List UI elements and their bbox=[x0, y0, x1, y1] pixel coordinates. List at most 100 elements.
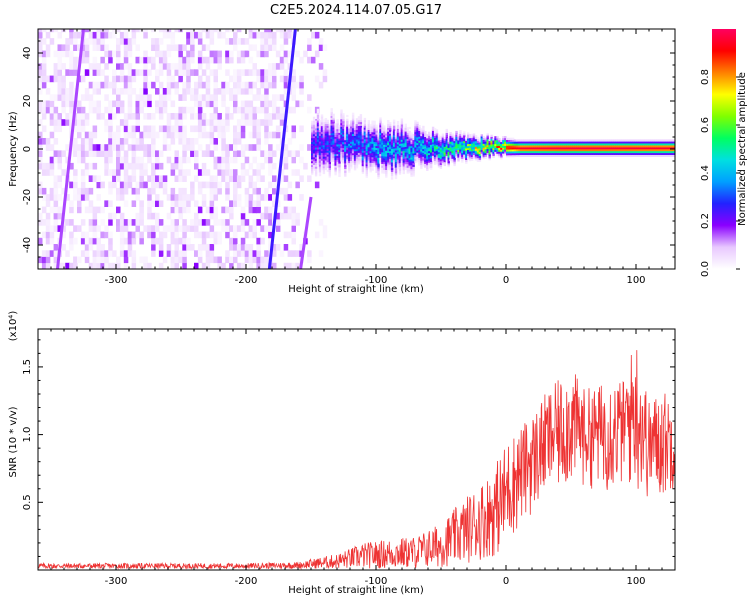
heatmap-cell bbox=[428, 133, 431, 136]
heatmap-cell bbox=[424, 154, 427, 157]
heatmap-cell bbox=[420, 149, 423, 152]
heatmap-cell bbox=[667, 147, 671, 150]
heatmap-cell bbox=[346, 136, 349, 139]
heatmap-cell bbox=[445, 155, 448, 158]
heatmap-cell bbox=[428, 141, 431, 144]
heatmap-cell bbox=[316, 131, 320, 135]
heatmap-cell bbox=[357, 129, 361, 132]
heatmap-cell bbox=[533, 150, 536, 154]
heatmap-cell bbox=[336, 155, 339, 158]
heatmap-cell bbox=[550, 149, 554, 152]
heatmap-cell bbox=[437, 148, 441, 151]
heatmap-cell bbox=[178, 200, 183, 207]
heatmap-cell bbox=[379, 138, 382, 141]
heatmap-cell bbox=[513, 147, 517, 150]
heatmap-cell bbox=[467, 136, 470, 139]
heatmap-cell bbox=[357, 120, 361, 123]
heatmap-cell bbox=[418, 144, 421, 147]
heatmap-cell bbox=[519, 149, 522, 152]
heatmap-cell bbox=[225, 113, 230, 120]
heatmap-cell bbox=[480, 136, 483, 139]
heatmap-cell bbox=[589, 143, 593, 146]
heatmap-cell bbox=[361, 150, 365, 153]
heatmap-cell bbox=[543, 139, 546, 142]
heatmap-cell bbox=[299, 144, 304, 151]
heatmap-cell bbox=[194, 262, 199, 269]
heatmap-cell bbox=[170, 44, 176, 51]
heatmap-cell bbox=[328, 154, 331, 157]
heatmap-cell bbox=[340, 144, 343, 147]
heatmap-cell bbox=[357, 160, 361, 163]
heatmap-cell bbox=[178, 44, 183, 51]
heatmap-cell bbox=[609, 149, 612, 152]
heatmap-cell bbox=[377, 167, 380, 170]
heatmap-cell bbox=[400, 147, 404, 150]
heatmap-cell bbox=[336, 142, 339, 145]
heatmap-cell bbox=[476, 144, 480, 147]
heatmap-cell bbox=[470, 141, 474, 144]
heatmap-cell bbox=[418, 157, 421, 160]
heatmap-cell bbox=[342, 143, 345, 147]
heatmap-cell bbox=[455, 153, 458, 157]
heatmap-cell bbox=[467, 155, 470, 158]
heatmap-cell bbox=[53, 106, 59, 114]
heatmap-cell bbox=[580, 147, 583, 150]
heatmap-cell bbox=[73, 187, 78, 195]
heatmap-cell bbox=[480, 151, 483, 154]
heatmap-cell bbox=[426, 134, 429, 137]
heatmap-cell bbox=[139, 88, 144, 95]
heatmap-cell bbox=[38, 119, 43, 126]
heatmap-cell bbox=[373, 138, 376, 141]
heatmap-cell bbox=[233, 88, 238, 95]
heatmap-cell bbox=[197, 231, 203, 239]
heatmap-cell bbox=[213, 88, 218, 95]
heatmap-cell bbox=[377, 155, 380, 158]
heatmap-cell bbox=[375, 159, 378, 162]
heatmap-cell bbox=[275, 212, 281, 220]
heatmap-cell bbox=[131, 256, 137, 264]
heatmap-cell bbox=[621, 143, 624, 146]
heatmap-cell bbox=[147, 125, 152, 133]
heatmap-cell bbox=[264, 256, 269, 264]
heatmap-cell bbox=[470, 139, 474, 142]
heatmap-cell bbox=[390, 133, 394, 136]
heatmap-cell bbox=[373, 126, 376, 129]
heatmap-cell bbox=[525, 143, 528, 146]
heatmap-cell bbox=[236, 56, 242, 64]
heatmap-cell bbox=[527, 154, 530, 157]
heatmap-cell bbox=[660, 150, 663, 154]
heatmap-cell bbox=[92, 125, 98, 133]
heatmap-cell bbox=[41, 169, 47, 176]
heatmap-cell bbox=[357, 148, 361, 151]
heatmap-cell bbox=[595, 154, 599, 157]
heatmap-cell bbox=[369, 160, 372, 163]
heatmap-cell bbox=[73, 63, 78, 70]
heatmap-cell bbox=[225, 125, 230, 133]
heatmap-cell bbox=[472, 143, 476, 146]
heatmap-cell bbox=[433, 139, 437, 142]
heatmap-cell bbox=[556, 141, 560, 144]
heatmap-cell bbox=[361, 146, 365, 149]
heatmap-cell bbox=[402, 170, 405, 173]
heatmap-cell bbox=[344, 164, 347, 168]
heatmap-cell bbox=[507, 141, 511, 144]
heatmap-cell bbox=[586, 149, 589, 152]
heatmap-cell bbox=[632, 143, 636, 146]
heatmap-cell bbox=[116, 94, 121, 101]
heatmap-cell bbox=[240, 50, 246, 58]
heatmap-cell bbox=[326, 156, 329, 159]
heatmap-cell bbox=[390, 175, 394, 178]
heatmap-cell bbox=[123, 29, 129, 33]
heatmap-cell bbox=[392, 129, 396, 132]
heatmap-cell bbox=[217, 181, 222, 189]
heatmap-cell bbox=[410, 165, 413, 168]
heatmap-cell bbox=[108, 262, 113, 269]
heatmap-cell bbox=[398, 162, 402, 166]
heatmap-cell bbox=[348, 155, 351, 158]
heatmap-cell bbox=[338, 174, 341, 177]
heatmap-cell bbox=[609, 143, 612, 146]
heatmap-cell bbox=[394, 148, 398, 151]
heatmap-cell bbox=[568, 154, 571, 157]
heatmap-cell bbox=[229, 212, 234, 220]
heatmap-cell bbox=[182, 150, 187, 157]
